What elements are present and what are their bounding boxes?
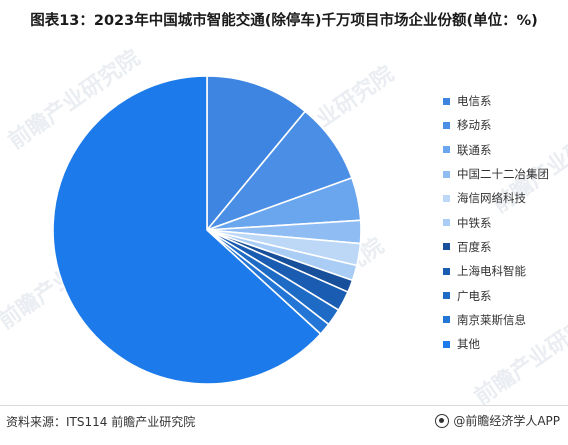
- legend-item: 上海电科智能: [443, 259, 549, 283]
- legend-swatch: [443, 243, 450, 251]
- legend-swatch: [443, 146, 450, 154]
- legend-swatch: [443, 267, 450, 275]
- legend-item: 其他: [443, 332, 549, 356]
- legend-item: 中国二十二冶集团: [443, 162, 549, 186]
- legend-label: 联通系: [457, 142, 492, 157]
- legend-item: 南京莱斯信息: [443, 308, 549, 332]
- chart-legend: 电信系移动系联通系中国二十二冶集团 海信网络科技 中铁系百度系上海电科智能 广电系南京…: [443, 89, 549, 356]
- legend-label: 广电系: [457, 288, 492, 303]
- legend-label: 中国二十二冶集团: [457, 167, 549, 182]
- legend-swatch: [443, 97, 450, 105]
- pie-slice: [206, 75, 306, 231]
- footer-brand: @前瞻经济学人APP: [435, 412, 560, 429]
- brand-logo-icon: [435, 413, 450, 428]
- legend-swatch: [443, 121, 450, 129]
- legend-swatch: [443, 340, 450, 348]
- legend-item: 广电系: [443, 283, 549, 307]
- legend-label: 上海电科智能: [457, 264, 526, 279]
- legend-label: 海信网络科技: [457, 191, 526, 206]
- legend-item: 移动系: [443, 113, 549, 137]
- legend-label: 其他: [457, 337, 480, 352]
- legend-item: 百度系: [443, 235, 549, 259]
- pie-slice: [52, 75, 322, 385]
- footer-divider: [0, 405, 568, 406]
- legend-swatch: [443, 170, 450, 178]
- legend-item: 联通系: [443, 138, 549, 162]
- legend-label: 电信系: [457, 94, 492, 109]
- legend-swatch: [443, 194, 450, 202]
- legend-swatch: [443, 292, 450, 300]
- legend-label: 南京莱斯信息: [457, 312, 526, 327]
- legend-item: 中铁系: [443, 210, 549, 234]
- chart-title: 图表13：2023年中国城市智能交通(除停车)千万项目市场企业份额(单位：%): [30, 13, 538, 29]
- legend-swatch: [443, 219, 450, 227]
- legend-label: 中铁系: [457, 215, 492, 230]
- legend-item: 海信网络科技: [443, 186, 549, 210]
- legend-label: 移动系: [457, 118, 492, 133]
- legend-item: 电信系: [443, 89, 549, 113]
- legend-swatch: [443, 316, 450, 324]
- footer-brand-label: @前瞻经济学人APP: [453, 414, 560, 428]
- footer-source: 资料来源：ITS114 前瞻产业研究院: [6, 415, 196, 429]
- legend-label: 百度系: [457, 239, 492, 254]
